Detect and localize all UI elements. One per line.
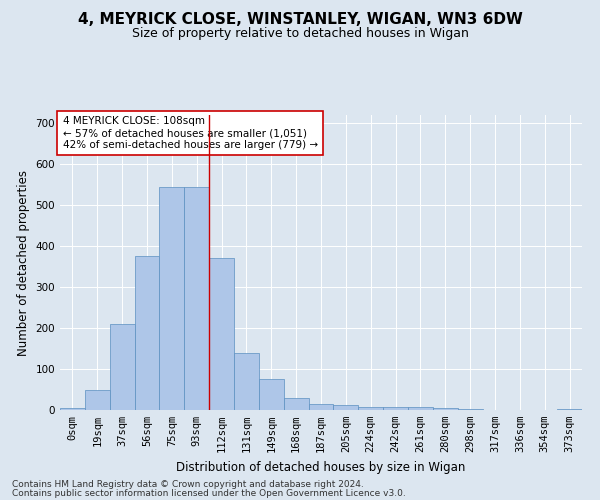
Bar — [557, 409, 582, 410]
Text: Contains public sector information licensed under the Open Government Licence v3: Contains public sector information licen… — [12, 488, 406, 498]
Text: Contains HM Land Registry data © Crown copyright and database right 2024.: Contains HM Land Registry data © Crown c… — [12, 480, 364, 489]
Bar — [60, 408, 85, 410]
Bar — [134, 256, 160, 410]
Bar — [160, 186, 184, 410]
Bar — [358, 406, 383, 410]
Bar — [458, 409, 482, 410]
Bar — [308, 404, 334, 410]
Text: Size of property relative to detached houses in Wigan: Size of property relative to detached ho… — [131, 28, 469, 40]
Y-axis label: Number of detached properties: Number of detached properties — [17, 170, 30, 356]
Bar — [184, 186, 209, 410]
Bar — [234, 352, 259, 410]
Bar — [209, 258, 234, 410]
Bar — [259, 380, 284, 410]
Text: 4, MEYRICK CLOSE, WINSTANLEY, WIGAN, WN3 6DW: 4, MEYRICK CLOSE, WINSTANLEY, WIGAN, WN3… — [77, 12, 523, 28]
Bar — [284, 398, 308, 410]
Text: 4 MEYRICK CLOSE: 108sqm
← 57% of detached houses are smaller (1,051)
42% of semi: 4 MEYRICK CLOSE: 108sqm ← 57% of detache… — [62, 116, 318, 150]
Bar — [334, 405, 358, 410]
Bar — [110, 324, 134, 410]
Bar — [383, 407, 408, 410]
Bar — [85, 390, 110, 410]
Bar — [433, 408, 458, 410]
Bar — [408, 407, 433, 410]
X-axis label: Distribution of detached houses by size in Wigan: Distribution of detached houses by size … — [176, 460, 466, 473]
